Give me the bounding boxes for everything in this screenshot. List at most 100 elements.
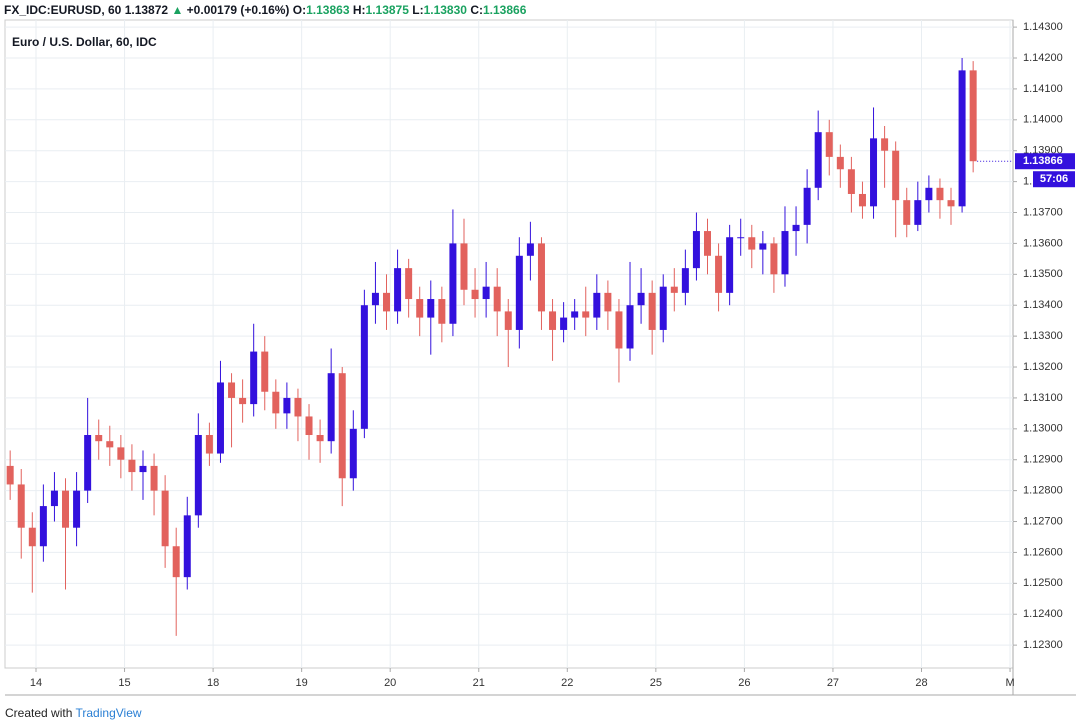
y-tick-label: 1.13100 bbox=[1023, 392, 1063, 404]
x-tick-label: 20 bbox=[384, 677, 396, 689]
candle-body bbox=[781, 231, 789, 275]
candle-body bbox=[947, 200, 955, 207]
o-label: O: bbox=[292, 3, 307, 17]
candle-body bbox=[493, 286, 501, 312]
y-tick-label: 1.12300 bbox=[1023, 639, 1063, 651]
candle-body bbox=[648, 292, 656, 330]
candle-body bbox=[881, 138, 889, 151]
candle-body bbox=[670, 286, 678, 293]
x-tick-label: 26 bbox=[738, 677, 750, 689]
candle-body bbox=[471, 289, 479, 300]
brand[interactable]: TradingView bbox=[75, 706, 142, 720]
last-price-box bbox=[1015, 153, 1075, 170]
y-tick-label: 1.14300 bbox=[1023, 21, 1063, 33]
candle-body bbox=[449, 243, 457, 324]
candle-body bbox=[803, 187, 811, 225]
candle-body bbox=[836, 156, 844, 170]
candle-body bbox=[39, 506, 47, 547]
y-tick-label: 1.12800 bbox=[1023, 485, 1063, 497]
candle-body bbox=[925, 187, 933, 201]
candle-body bbox=[405, 268, 413, 300]
x-tick-label: 25 bbox=[650, 677, 662, 689]
candle-body bbox=[194, 435, 202, 516]
y-tick-label: 1.14100 bbox=[1023, 83, 1063, 95]
candles bbox=[6, 58, 977, 636]
y-tick-label: 1.13700 bbox=[1023, 206, 1063, 218]
candle-body bbox=[737, 237, 745, 239]
header: FX_IDC:EURUSD, 60 1.13872 ▲ +0.00179 (+0… bbox=[4, 3, 527, 17]
x-tick-label: 22 bbox=[561, 677, 573, 689]
candle-body bbox=[659, 286, 667, 330]
candle-body bbox=[792, 224, 800, 232]
last-price-label: 1.13866 bbox=[1023, 155, 1063, 167]
candle-body bbox=[172, 546, 180, 578]
candle-body bbox=[50, 490, 58, 507]
candle-body bbox=[305, 416, 313, 436]
candle-body bbox=[814, 132, 822, 188]
candle-body bbox=[958, 70, 966, 207]
candle-body bbox=[161, 490, 169, 547]
candle-body bbox=[593, 292, 601, 318]
candle-body bbox=[582, 311, 590, 318]
candle-body bbox=[84, 435, 92, 491]
candle-body bbox=[117, 447, 125, 460]
candle-body bbox=[427, 299, 435, 318]
footer: Created with TradingView bbox=[5, 706, 142, 720]
low: 1.13830 bbox=[423, 3, 467, 17]
candle-body bbox=[294, 397, 302, 417]
x-tick-label: 19 bbox=[296, 677, 308, 689]
candle-body bbox=[615, 311, 623, 349]
c-label: C: bbox=[470, 3, 483, 17]
candle-body bbox=[394, 268, 402, 312]
candle-body bbox=[250, 351, 258, 405]
l-label: L: bbox=[412, 3, 424, 17]
candle-body bbox=[969, 70, 977, 162]
candle-body bbox=[460, 243, 468, 290]
high: 1.13875 bbox=[365, 3, 409, 17]
candle-body bbox=[128, 459, 136, 473]
y-tick-label: 1.13600 bbox=[1023, 237, 1063, 249]
y-tick-label: 1.12700 bbox=[1023, 515, 1063, 527]
candle-body bbox=[560, 317, 568, 330]
y-tick-label: 1.12600 bbox=[1023, 546, 1063, 558]
h-label: H: bbox=[352, 3, 366, 17]
y-tick-label: 1.13500 bbox=[1023, 268, 1063, 280]
candle-body bbox=[626, 305, 634, 349]
candle-body bbox=[748, 237, 756, 250]
candle-body bbox=[139, 465, 147, 473]
y-tick-label: 1.13000 bbox=[1023, 423, 1063, 435]
candle-body bbox=[637, 292, 645, 306]
candle-body bbox=[28, 527, 36, 547]
countdown-box bbox=[1033, 171, 1075, 188]
candle-body bbox=[205, 435, 213, 454]
y-tick-label: 1.13300 bbox=[1023, 330, 1063, 342]
grid bbox=[5, 20, 1013, 668]
candle-body bbox=[681, 268, 689, 293]
y-tick-label: 1.12900 bbox=[1023, 454, 1063, 466]
candle-body bbox=[316, 435, 324, 442]
arrow: ▲ bbox=[171, 3, 184, 17]
y-tick-label: 1.14200 bbox=[1023, 52, 1063, 64]
candle-body bbox=[549, 311, 557, 330]
candle-body bbox=[515, 255, 523, 330]
last: 1.13872 bbox=[124, 3, 169, 17]
change: +0.00179 (+0.16%) bbox=[186, 3, 290, 17]
candle-body bbox=[62, 490, 70, 528]
candle-body bbox=[261, 351, 269, 392]
open: 1.13863 bbox=[306, 3, 350, 17]
plot-frame bbox=[4, 19, 1014, 669]
candle-body bbox=[216, 382, 224, 454]
x-tick-label: 15 bbox=[118, 677, 130, 689]
candle-body bbox=[106, 441, 114, 448]
candle-body bbox=[870, 138, 878, 207]
candle-body bbox=[858, 193, 866, 207]
candle-body bbox=[73, 490, 81, 528]
candle-body bbox=[936, 187, 944, 201]
y-tick-label: 1.14000 bbox=[1023, 114, 1063, 126]
y-tick-label: 1.12500 bbox=[1023, 577, 1063, 589]
chart: Euro / U.S. Dollar, 60, IDC 1.12300 1.124… bbox=[4, 19, 1076, 696]
candle-body bbox=[327, 373, 335, 442]
candle-body bbox=[95, 435, 103, 442]
candle-body bbox=[228, 382, 236, 398]
candle-body bbox=[692, 231, 700, 269]
